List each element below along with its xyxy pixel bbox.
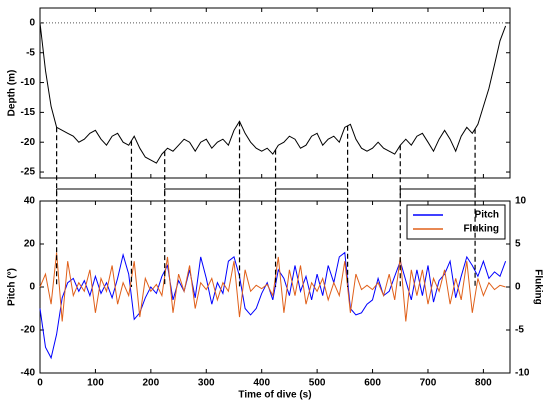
series-line bbox=[39, 251, 507, 360]
y2-axis-label: Fluking bbox=[532, 269, 543, 305]
y2-tick-label: 5 bbox=[515, 239, 521, 250]
y2-tick-label: 0 bbox=[515, 282, 521, 293]
x-tick-label: 300 bbox=[198, 378, 215, 389]
x-tick-label: 800 bbox=[475, 378, 492, 389]
y2-tick-label: 10 bbox=[515, 196, 527, 207]
x-tick-label: 0 bbox=[37, 378, 43, 389]
y-tick-label: -20 bbox=[21, 137, 36, 148]
y2-tick-label: -10 bbox=[515, 368, 530, 379]
x-tick-label: 400 bbox=[253, 378, 270, 389]
x-tick-label: 100 bbox=[87, 378, 104, 389]
series-line bbox=[39, 22, 507, 164]
y-axis-label: Pitch (°) bbox=[7, 268, 18, 306]
y-tick-label: -25 bbox=[21, 167, 36, 178]
y-tick-label: 0 bbox=[29, 282, 35, 293]
y-tick-label: 40 bbox=[24, 196, 36, 207]
x-tick-label: 500 bbox=[309, 378, 326, 389]
x-tick-label: 700 bbox=[420, 378, 437, 389]
x-axis-label: Time of dive (s) bbox=[238, 390, 311, 401]
y-tick-label: -40 bbox=[21, 368, 36, 379]
legend-label: Pitch bbox=[475, 210, 499, 221]
y-tick-label: 0 bbox=[29, 18, 35, 29]
x-tick-label: 600 bbox=[364, 378, 381, 389]
y-tick-label: 20 bbox=[24, 239, 36, 250]
y-axis-label: Depth (m) bbox=[7, 70, 18, 117]
y-tick-label: -10 bbox=[21, 77, 36, 88]
y-tick-label: -20 bbox=[21, 325, 36, 336]
legend-label: Fluking bbox=[463, 224, 499, 235]
y2-tick-label: -5 bbox=[515, 325, 524, 336]
y-tick-label: -15 bbox=[21, 107, 36, 118]
series-line bbox=[39, 252, 506, 322]
legend-box bbox=[406, 204, 506, 240]
x-tick-label: 200 bbox=[143, 378, 160, 389]
y-tick-label: -5 bbox=[26, 47, 35, 58]
